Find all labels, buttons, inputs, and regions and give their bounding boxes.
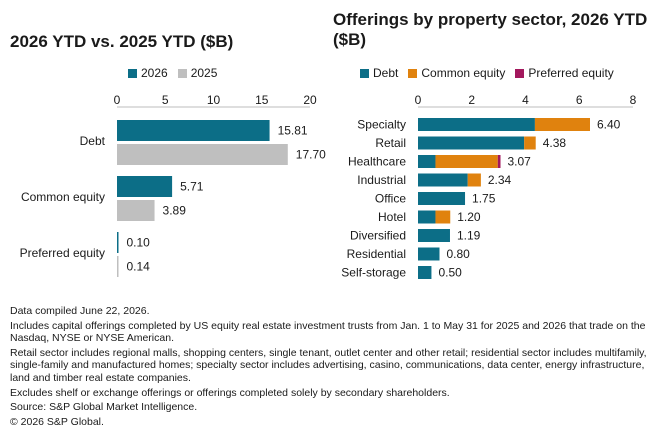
data-label: 0.14 xyxy=(127,260,151,274)
bar-debt-hotel xyxy=(418,210,436,224)
bar-preferred-equity-healthcare xyxy=(497,155,501,168)
x-tick-label: 20 xyxy=(303,93,317,107)
x-tick-label: 2 xyxy=(468,93,475,107)
category-label: Self-storage xyxy=(341,266,406,280)
legend-label-debt: Debt xyxy=(373,66,399,80)
legend-item-debt: Debt xyxy=(360,66,398,80)
total-label: 1.19 xyxy=(457,229,481,243)
x-tick-label: 8 xyxy=(630,93,637,107)
x-tick-label: 0 xyxy=(415,93,422,107)
legend-item-preferred-equity: Preferred equity xyxy=(515,66,614,80)
right-chart-legend: Debt Common equity Preferred equity xyxy=(360,66,624,80)
legend-swatch-preferred-equity xyxy=(515,68,525,78)
left-chart-legend: 2026 2025 xyxy=(128,66,227,80)
note-exclusions: Excludes shelf or exchange offerings or … xyxy=(10,386,450,399)
x-tick-label: 6 xyxy=(576,93,583,107)
bar-common-equity-hotel xyxy=(435,210,451,224)
total-label: 1.20 xyxy=(457,210,481,224)
legend-swatch-debt xyxy=(360,68,369,78)
bar-common-equity-healthcare xyxy=(435,155,498,168)
bar-common-equity-industrial xyxy=(467,173,481,187)
data-label: 3.89 xyxy=(163,204,187,218)
category-label: Healthcare xyxy=(348,155,406,169)
legend-swatch-2025 xyxy=(177,68,187,78)
bar-debt-healthcare xyxy=(418,155,436,168)
category-label: Diversified xyxy=(350,229,406,243)
bar-debt-office xyxy=(418,192,466,205)
category-label: Specialty xyxy=(357,118,406,132)
x-tick-label: 10 xyxy=(207,93,221,107)
bar-common-equity-specialty xyxy=(534,118,590,131)
category-label: Retail xyxy=(375,136,406,150)
bar-debt-residential xyxy=(418,247,440,261)
category-label: Debt xyxy=(80,134,106,148)
bar-debt-industrial xyxy=(418,173,468,187)
category-label: Office xyxy=(375,192,406,206)
legend-label-2026: 2026 xyxy=(141,66,168,80)
legend-swatch-2026 xyxy=(128,68,137,78)
note-scope: Includes capital offerings completed by … xyxy=(10,319,646,345)
legend-item-2025: 2025 xyxy=(177,66,218,80)
bar-debt-specialty xyxy=(418,118,535,131)
footnotes: Data compiled June 22, 2026. Includes ca… xyxy=(10,305,655,430)
legend-label-2025: 2025 xyxy=(190,66,218,80)
total-label: 3.07 xyxy=(508,155,532,169)
data-label: 17.70 xyxy=(296,148,326,162)
bar-debt-retail xyxy=(418,136,525,150)
category-label: Preferred equity xyxy=(20,246,105,260)
legend-item-common-equity: Common equity xyxy=(408,66,505,80)
bar-2025-preferred-equity xyxy=(117,256,119,277)
data-label: 0.10 xyxy=(127,236,151,250)
x-tick-label: 5 xyxy=(162,93,169,107)
total-label: 0.50 xyxy=(438,266,462,280)
category-label: Residential xyxy=(347,247,406,261)
bar-2025-common-equity xyxy=(117,200,155,221)
bar-common-equity-retail xyxy=(524,136,536,150)
bar-2026-debt xyxy=(117,120,270,141)
total-label: 0.80 xyxy=(447,247,471,261)
total-label: 1.75 xyxy=(472,192,496,206)
bar-2026-common-equity xyxy=(117,176,173,197)
x-tick-label: 4 xyxy=(522,93,529,107)
right-chart-title: Offerings by property sector, 2026 YTD (… xyxy=(333,10,648,49)
left-chart-title: 2026 YTD vs. 2025 YTD ($B) xyxy=(10,32,234,51)
bar-2026-preferred-equity xyxy=(117,232,119,253)
note-source: Source: S&P Global Market Intelligence. xyxy=(10,401,198,414)
legend-label-common-equity: Common equity xyxy=(421,66,506,80)
category-label: Industrial xyxy=(357,173,406,187)
x-tick-label: 0 xyxy=(114,93,121,107)
total-label: 4.38 xyxy=(543,136,567,150)
category-label: Common equity xyxy=(21,190,105,204)
legend-label-preferred-equity: Preferred equity xyxy=(528,66,614,80)
data-label: 5.71 xyxy=(180,180,204,194)
legend-swatch-common-equity xyxy=(408,68,418,78)
note-copyright: © 2026 S&P Global. xyxy=(10,415,104,428)
data-label: 15.81 xyxy=(278,124,308,138)
note-date: Data compiled June 22, 2026. xyxy=(10,305,150,317)
category-label: Hotel xyxy=(378,210,406,224)
bar-2025-debt xyxy=(117,144,288,165)
bar-debt-self-storage xyxy=(418,266,432,279)
total-label: 6.40 xyxy=(597,118,621,132)
total-label: 2.34 xyxy=(488,173,512,187)
legend-item-2026: 2026 xyxy=(128,66,168,80)
note-sector-definitions: Retail sector includes regional malls, s… xyxy=(10,346,647,384)
x-tick-label: 15 xyxy=(255,93,269,107)
bar-debt-diversified xyxy=(418,229,450,242)
